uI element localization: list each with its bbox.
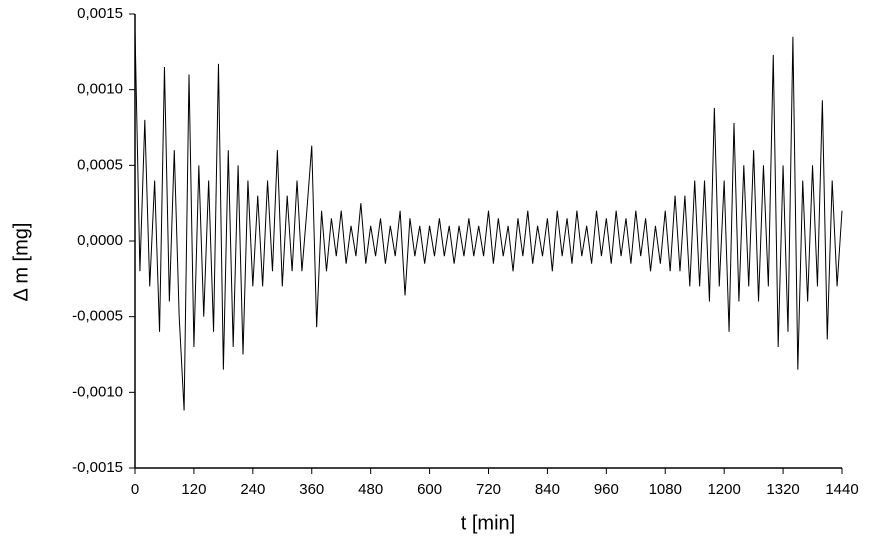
y-tick-label: -0,0010 [72, 383, 123, 400]
x-tick-label: 240 [240, 481, 265, 498]
x-tick-label: 1320 [766, 481, 799, 498]
y-tick-label: -0,0015 [72, 459, 123, 476]
data-line [134, 29, 843, 411]
x-tick-label: 960 [594, 481, 619, 498]
x-tick-label: 360 [299, 481, 324, 498]
x-tick-label: 0 [131, 481, 139, 498]
x-tick-label: 480 [358, 481, 383, 498]
y-tick-label: 0,0005 [77, 156, 123, 173]
x-tick-label: 1200 [707, 481, 740, 498]
y-tick-label: -0,0005 [72, 308, 123, 325]
y-tick-label: 0,0000 [77, 232, 123, 249]
x-tick-label: 720 [476, 481, 501, 498]
y-tick-label: 0,0015 [77, 5, 123, 22]
y-axis-label: Δ m [mg] [10, 223, 32, 302]
y-tick-label: 0,0010 [77, 81, 123, 98]
x-tick-label: 600 [417, 481, 442, 498]
x-tick-label: 120 [181, 481, 206, 498]
x-tick-label: 840 [535, 481, 560, 498]
x-tick-label: 1080 [649, 481, 682, 498]
x-tick-label: 1440 [825, 481, 858, 498]
x-axis-label: t [min] [461, 512, 515, 534]
